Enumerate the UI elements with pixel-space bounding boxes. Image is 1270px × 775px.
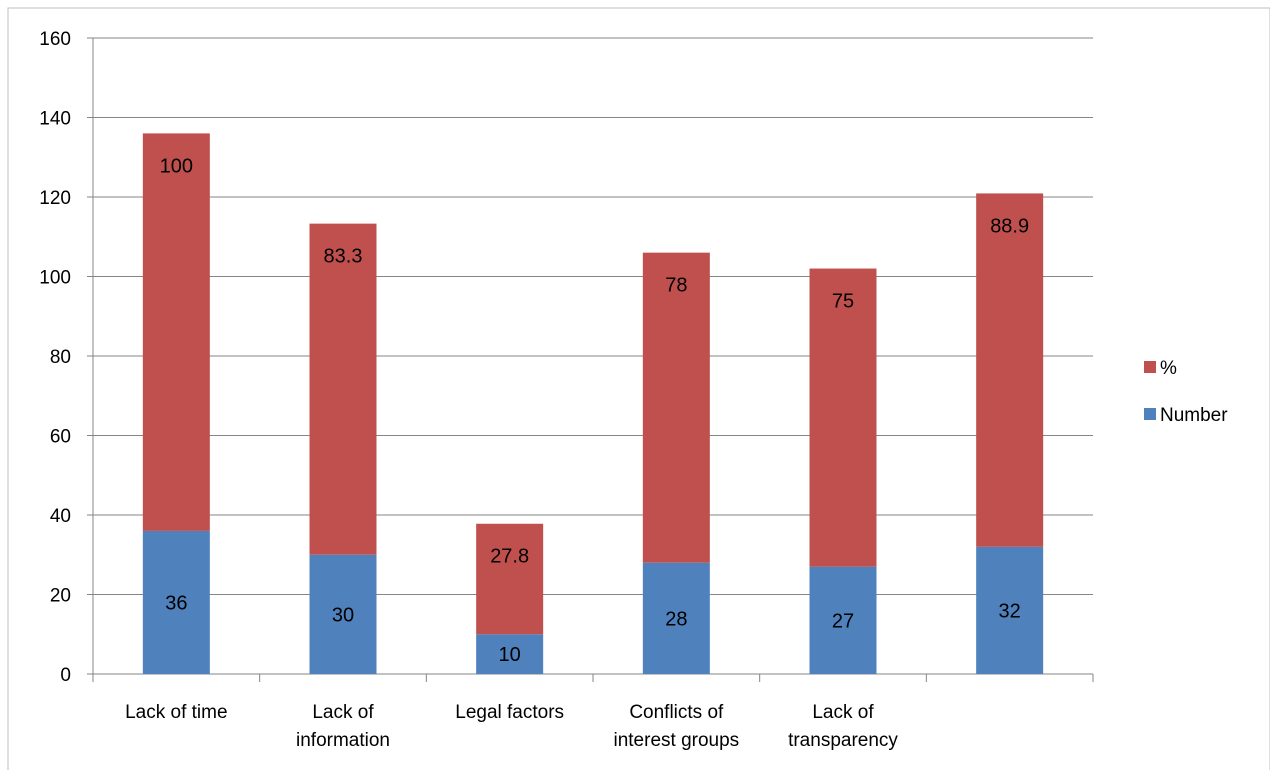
y-tick-label: 100: [39, 268, 71, 289]
data-label-number: 27: [832, 610, 854, 632]
bar-percent: [642, 252, 710, 563]
data-label-number: 28: [665, 608, 687, 630]
y-tick-label: 60: [50, 427, 71, 448]
data-label-percent: 27.8: [490, 546, 529, 568]
x-category-label: Lack of: [812, 702, 874, 723]
bar-percent: [476, 523, 544, 635]
bars: [142, 133, 1044, 674]
y-tick-label: 120: [39, 188, 71, 209]
y-tick-label: 160: [39, 29, 71, 50]
legend-label: %: [1160, 358, 1177, 379]
gridlines: [93, 37, 1093, 595]
x-category-label: Legal factors: [455, 702, 564, 723]
bar-number: [142, 530, 210, 674]
x-category-label: Lack of: [312, 702, 374, 723]
y-tick-label: 0: [60, 665, 71, 686]
data-label-percent: 75: [832, 291, 854, 313]
y-tick-label: 140: [39, 109, 71, 130]
bar-number: [309, 554, 377, 674]
y-tick-label: 80: [50, 347, 71, 368]
bar-number: [642, 562, 710, 674]
legend-swatch: [1144, 361, 1156, 373]
y-tick-label: 20: [50, 586, 71, 607]
bar-number: [476, 634, 544, 674]
y-tick-label: 40: [50, 506, 71, 527]
data-label-percent: 78: [665, 275, 687, 297]
x-category-label: information: [296, 730, 390, 751]
data-label-number: 10: [499, 644, 521, 666]
data-label-percent: 100: [160, 155, 193, 177]
bar-percent: [309, 223, 377, 555]
data-label-number: 36: [165, 592, 187, 614]
data-label-percent: 83.3: [324, 246, 363, 268]
data-label-number: 30: [332, 604, 354, 626]
legend-swatch: [1144, 408, 1156, 420]
bar-number: [809, 566, 877, 674]
legend-label: Number: [1160, 405, 1228, 426]
legend: % Number: [1144, 358, 1228, 426]
data-labels: 36 100 30 83.3 10 27.8 28 78 27 75 32 88.9: [160, 155, 1029, 666]
x-category-label: transparency: [788, 730, 898, 751]
bar-percent: [809, 268, 877, 567]
data-label-percent: 88.9: [990, 215, 1029, 237]
bar-percent: [142, 133, 210, 531]
x-category-label: Lack of time: [125, 702, 227, 723]
x-category-label: interest groups: [613, 730, 739, 751]
axes: 0 20 40 60 80 100 120 140 160 Lack of time Lack of…: [39, 29, 1094, 751]
data-label-number: 32: [999, 600, 1021, 622]
bar-percent: [976, 193, 1044, 547]
chart-border: [7, 7, 1270, 775]
bar-number: [976, 546, 1044, 674]
x-category-label: Conflicts of: [629, 702, 724, 723]
